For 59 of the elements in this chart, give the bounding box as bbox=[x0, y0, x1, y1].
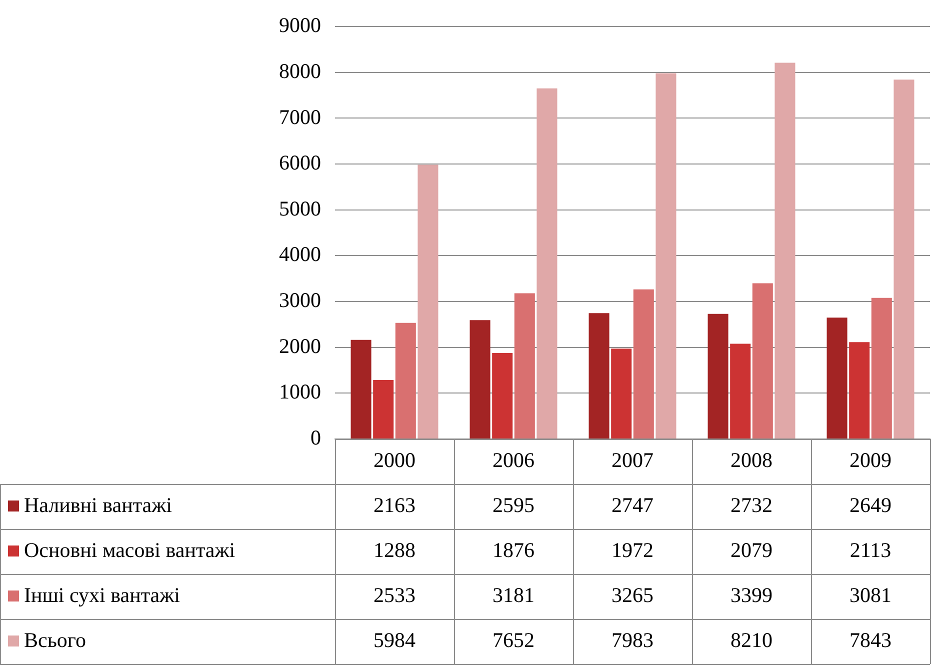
y-tick-label: 3000 bbox=[279, 288, 321, 312]
data-label: 8210 bbox=[730, 628, 772, 652]
data-label: 2747 bbox=[612, 493, 654, 518]
bar bbox=[373, 380, 394, 438]
legend-label: Основні масові вантажі bbox=[24, 538, 236, 562]
bar bbox=[350, 340, 372, 438]
bar bbox=[752, 283, 773, 438]
bar bbox=[611, 348, 632, 438]
data-label: 2163 bbox=[374, 493, 416, 518]
y-tick-label: 1000 bbox=[279, 380, 321, 404]
y-tick-label: 5000 bbox=[279, 196, 321, 220]
data-label: 7843 bbox=[850, 628, 892, 652]
data-label: 2732 bbox=[730, 493, 772, 518]
data-label: 2113 bbox=[850, 538, 892, 562]
bar bbox=[514, 293, 535, 438]
bar bbox=[418, 164, 438, 438]
bar bbox=[470, 320, 490, 438]
bar bbox=[849, 342, 870, 438]
data-label: 2079 bbox=[730, 538, 772, 562]
bar bbox=[588, 313, 610, 438]
bar bbox=[536, 88, 558, 438]
data-label: 3265 bbox=[612, 583, 654, 608]
x-tick-label: 2008 bbox=[730, 448, 772, 472]
data-label: 3399 bbox=[730, 583, 772, 608]
data-label: 2649 bbox=[850, 493, 892, 518]
legend-label: Всього bbox=[24, 628, 86, 652]
legend-label: Інші сухі вантажі bbox=[24, 583, 180, 608]
data-label: 1972 bbox=[612, 538, 654, 562]
bar bbox=[871, 298, 892, 438]
data-label: 3181 bbox=[492, 583, 534, 608]
data-label: 2533 bbox=[374, 583, 416, 608]
x-tick-label: 2009 bbox=[850, 448, 892, 472]
y-tick-label: 4000 bbox=[279, 242, 321, 266]
data-label: 5984 bbox=[374, 628, 416, 652]
data-label: 2595 bbox=[492, 493, 534, 518]
bar bbox=[395, 322, 416, 438]
x-tick-label: 2006 bbox=[492, 448, 534, 472]
y-tick-label: 8000 bbox=[279, 58, 321, 83]
data-label: 3081 bbox=[850, 583, 892, 608]
bar bbox=[656, 73, 676, 438]
data-label: 7983 bbox=[612, 628, 654, 652]
bar bbox=[633, 289, 654, 438]
bar bbox=[730, 344, 751, 438]
x-tick-label: 2000 bbox=[374, 448, 416, 472]
bar bbox=[774, 62, 796, 438]
y-tick-label: 2000 bbox=[279, 334, 321, 358]
y-tick-label: 9000 bbox=[279, 13, 321, 38]
bar bbox=[826, 318, 848, 438]
y-tick-label: 0 bbox=[310, 426, 321, 450]
y-tick-label: 7000 bbox=[279, 104, 321, 129]
legend-label: Наливні вантажі bbox=[24, 493, 172, 518]
x-tick-label: 2007 bbox=[612, 448, 654, 472]
data-label: 1876 bbox=[492, 538, 534, 562]
bar bbox=[492, 353, 513, 438]
bar bbox=[708, 314, 728, 438]
data-label: 7652 bbox=[492, 628, 534, 652]
data-label: 1288 bbox=[374, 538, 416, 562]
y-tick-label: 6000 bbox=[279, 150, 321, 175]
bar bbox=[894, 80, 914, 438]
